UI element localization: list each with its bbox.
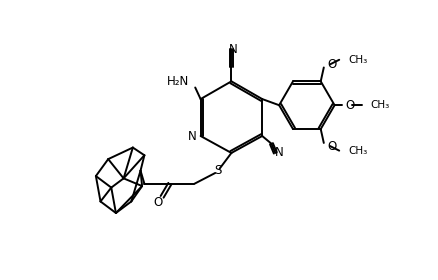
Text: CH₃: CH₃: [370, 100, 389, 110]
Text: CH₃: CH₃: [349, 146, 367, 156]
Text: O: O: [327, 139, 336, 153]
Text: O: O: [346, 99, 355, 112]
Text: O: O: [327, 58, 336, 71]
Text: N: N: [275, 146, 283, 159]
Text: N: N: [188, 130, 197, 143]
Text: H₂N: H₂N: [167, 75, 189, 88]
Text: N: N: [229, 43, 237, 56]
Text: S: S: [214, 164, 221, 177]
Text: CH₃: CH₃: [349, 55, 367, 65]
Text: O: O: [154, 197, 163, 209]
